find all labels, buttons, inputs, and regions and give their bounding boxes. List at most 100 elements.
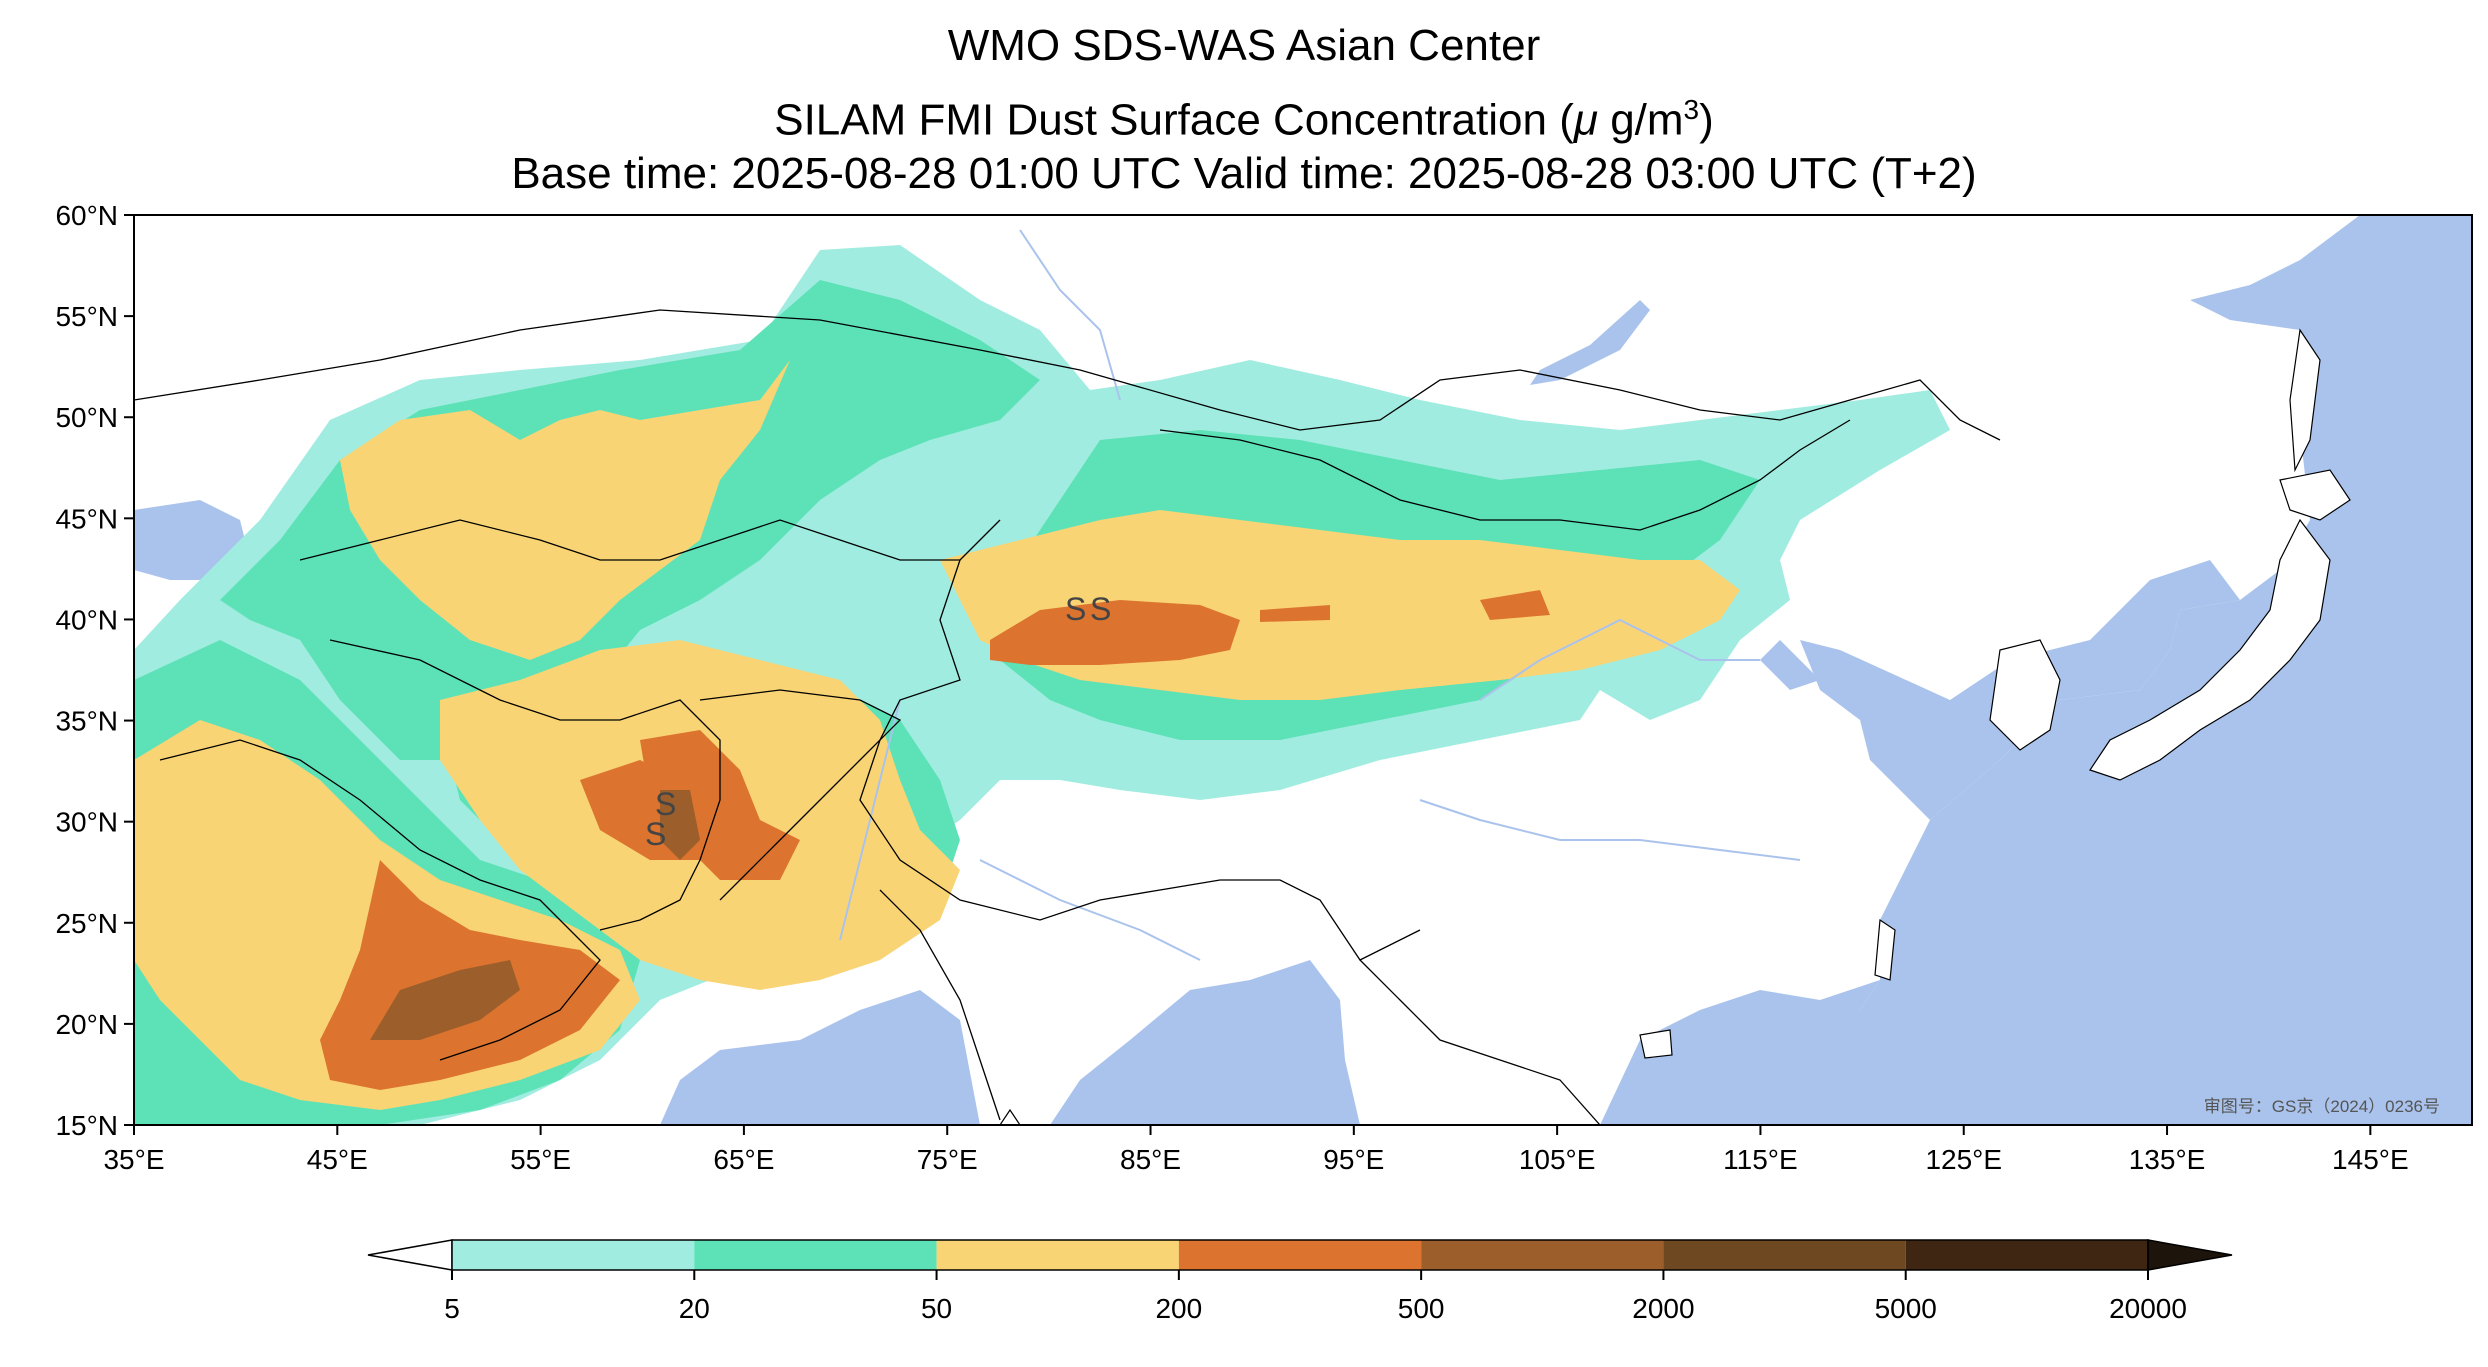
lon-tick-group: 35°E 45°E 55°E 65°E 75°E 85°E 95°E 105°E 115°E 12… bbox=[103, 1125, 2409, 1175]
lat-tick-label: 50°N bbox=[55, 402, 118, 433]
border-mongolia bbox=[1159, 419, 1851, 531]
dust-region-rub-khali-peak bbox=[370, 960, 520, 1040]
border-layer bbox=[134, 309, 2001, 1125]
lat-tick-label: 60°N bbox=[55, 200, 118, 231]
station-markers: S S S S bbox=[645, 591, 1111, 852]
korea-peninsula bbox=[1989, 639, 2061, 751]
border-arabia bbox=[159, 739, 601, 1061]
marker-s-3: S bbox=[655, 786, 676, 822]
colorbar-segment bbox=[1663, 1240, 1906, 1270]
river-yangtze bbox=[1419, 799, 1801, 861]
lon-tick-label: 135°E bbox=[2129, 1144, 2206, 1175]
lon-tick-label: 145°E bbox=[2332, 1144, 2409, 1175]
lake-baikal bbox=[1530, 300, 1650, 385]
colorbar-segments bbox=[452, 1240, 2148, 1270]
lon-tick-label: 105°E bbox=[1519, 1144, 1596, 1175]
river-ob bbox=[1019, 229, 1121, 401]
subtitle-mu: μ bbox=[1573, 95, 1598, 145]
river-ganges bbox=[979, 859, 1201, 961]
review-number: 审图号：GS京（2024）0236号 bbox=[2204, 1097, 2440, 1116]
bay-of-bengal bbox=[1050, 960, 1360, 1125]
dust-region-gobi bbox=[1260, 605, 1330, 622]
river-layer bbox=[839, 229, 1801, 961]
sri-lanka-hint bbox=[999, 1108, 1021, 1125]
lon-tick-label: 35°E bbox=[103, 1144, 164, 1175]
dust-50-200 bbox=[134, 360, 1740, 1110]
pacific-ocean bbox=[1860, 215, 2472, 1125]
lat-tick-label: 30°N bbox=[55, 807, 118, 838]
colorbar-tick-label: 20 bbox=[679, 1293, 710, 1324]
hokkaido-island bbox=[2279, 469, 2351, 521]
islands-layer bbox=[999, 328, 2351, 1125]
lat-tick-label: 40°N bbox=[55, 604, 118, 635]
border-china-west bbox=[859, 519, 1421, 961]
chart-title: WMO SDS-WAS Asian Center bbox=[947, 21, 1541, 70]
lon-tick-label: 55°E bbox=[510, 1144, 571, 1175]
border-russia-south bbox=[134, 309, 2001, 441]
lat-tick-label: 55°N bbox=[55, 301, 118, 332]
subtitle-sup: 3 bbox=[1683, 94, 1700, 125]
colorbar-segment bbox=[694, 1240, 937, 1270]
colorbar-frame bbox=[451, 1239, 2149, 1271]
dust-500-2000 bbox=[370, 790, 700, 1040]
lat-tick-label: 45°N bbox=[55, 503, 118, 534]
colorbar-extend-max bbox=[2147, 1239, 2233, 1271]
dust-region-badain bbox=[1480, 590, 1550, 620]
lon-tick-label: 75°E bbox=[917, 1144, 978, 1175]
lat-tick-label: 25°N bbox=[55, 908, 118, 939]
river-yellow bbox=[1479, 618, 1760, 701]
colorbar-segment bbox=[1178, 1240, 1422, 1270]
border-kazakh bbox=[299, 519, 960, 561]
map-area: S S S S 审图号：GS京（2024）0236号 bbox=[134, 215, 2472, 1125]
colorbar-tick-label: 50 bbox=[921, 1293, 952, 1324]
dust-region-kazakh-high bbox=[340, 360, 790, 660]
subtitle-prefix: SILAM FMI Dust Surface Concentration ( bbox=[774, 95, 1574, 145]
colorbar-tick-label: 2000 bbox=[1632, 1293, 1694, 1324]
axes-frame bbox=[133, 214, 2473, 1126]
border-afghan-pak bbox=[699, 689, 902, 901]
dust-region-afghan bbox=[640, 730, 800, 880]
colorbar-tick-group: 5 20 50 200 500 2000 5000 20000 bbox=[444, 1270, 2187, 1324]
colorbar-tick-label: 5000 bbox=[1875, 1293, 1937, 1324]
lon-tick-label: 95°E bbox=[1323, 1144, 1384, 1175]
lon-tick-label: 115°E bbox=[1723, 1144, 1798, 1175]
marker-s-2: S bbox=[1090, 591, 1111, 627]
arabian-sea bbox=[660, 990, 980, 1125]
marker-s-4: S bbox=[645, 816, 666, 852]
border-se-asia bbox=[1359, 959, 1601, 1125]
river-indus bbox=[839, 699, 901, 941]
colorbar-tick-label: 500 bbox=[1398, 1293, 1445, 1324]
lon-tick-label: 85°E bbox=[1120, 1144, 1181, 1175]
lon-tick-label: 45°E bbox=[307, 1144, 368, 1175]
south-china-sea bbox=[1600, 980, 1880, 1125]
colorbar-segment bbox=[1905, 1240, 2148, 1270]
sakhalin-island bbox=[2289, 328, 2321, 473]
colorbar-extend-min bbox=[367, 1239, 453, 1271]
colorbar-tick-label: 5 bbox=[444, 1293, 460, 1324]
border-india bbox=[879, 889, 1001, 1121]
colorbar-segment bbox=[1421, 1240, 1664, 1270]
lat-tick-label: 15°N bbox=[55, 1110, 118, 1141]
lat-tick-label: 35°N bbox=[55, 706, 118, 737]
japan-island bbox=[2089, 518, 2331, 781]
chart-subtitle: SILAM FMI Dust Surface Concentration (μ … bbox=[0, 84, 2488, 147]
colorbar-segment bbox=[936, 1240, 1179, 1270]
colorbar-tick-label: 20000 bbox=[2109, 1293, 2187, 1324]
taiwan-island bbox=[1874, 918, 1896, 981]
chart-time-line: Base time: 2025-08-28 01:00 UTC Valid ti… bbox=[511, 149, 1977, 198]
lat-tick-group: 60°N 55°N 50°N 45°N 40°N 35°N 30°N 25°N 20°N 15°N bbox=[55, 200, 134, 1141]
lat-tick-label: 20°N bbox=[55, 1009, 118, 1040]
bohai-sea bbox=[1760, 640, 1820, 690]
colorbar: 5 20 50 200 500 2000 5000 20000 bbox=[367, 1239, 2233, 1324]
lon-tick-label: 125°E bbox=[1925, 1144, 2002, 1175]
border-iran bbox=[329, 639, 721, 931]
lon-tick-label: 65°E bbox=[713, 1144, 774, 1175]
subtitle-unit: g/m bbox=[1597, 95, 1684, 145]
marker-s-1: S bbox=[1065, 591, 1086, 627]
subtitle-suffix: ) bbox=[1699, 95, 1714, 145]
colorbar-tick-label: 200 bbox=[1155, 1293, 1202, 1324]
colorbar-segment bbox=[452, 1240, 695, 1270]
hainan-island bbox=[1639, 1029, 1673, 1059]
